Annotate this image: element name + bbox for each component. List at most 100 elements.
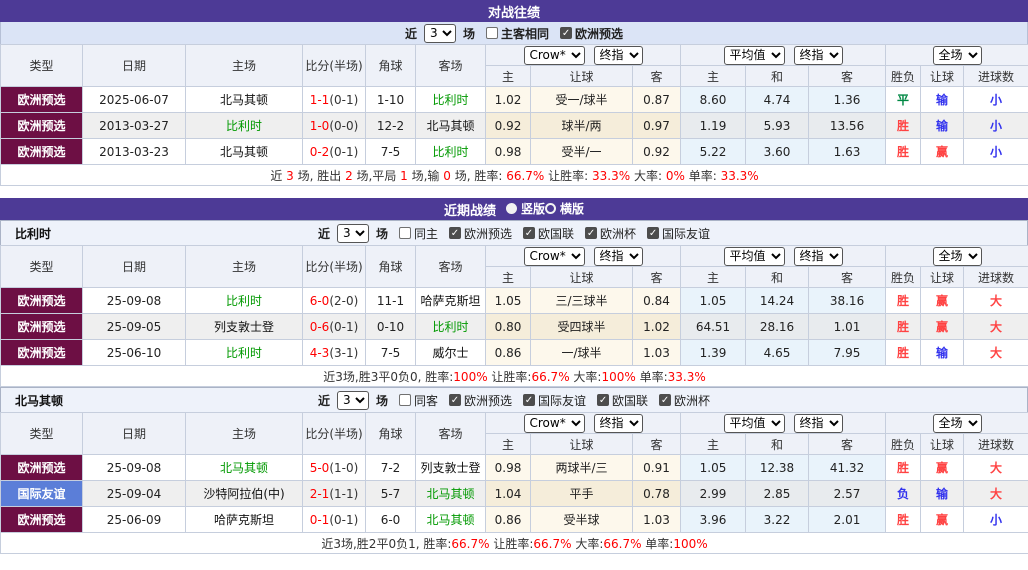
final-index-select-2[interactable]: 终指 — [793, 45, 843, 65]
col-date: 日期 — [82, 44, 186, 87]
half-time-score: (0-1) — [329, 144, 359, 159]
match-type-cell: 欧洲预选 — [0, 506, 83, 533]
corner-count-cell: 12-2 — [365, 112, 416, 139]
col-corner: 角球 — [365, 44, 416, 87]
filter-option-0[interactable]: 主客相同 — [486, 25, 549, 42]
checkbox-checked-icon[interactable]: ✓ — [448, 227, 461, 239]
average-select[interactable]: 平均值 — [723, 45, 785, 65]
filter-option-1[interactable]: ✓ 欧洲预选 — [560, 25, 623, 42]
corner-count-cell: 7-2 — [365, 454, 416, 481]
filter-option-0[interactable]: 同客 — [398, 392, 438, 409]
final-index-select-2[interactable]: 终指 — [793, 413, 843, 433]
checkbox-checked-icon[interactable]: ✓ — [523, 394, 535, 406]
average-select[interactable]: 平均值 — [723, 413, 785, 433]
col-result-handicap: 让球 — [920, 266, 965, 288]
col-crow-home: 主 — [485, 433, 531, 455]
summary-label: 近3场,胜2平0负1, 胜率: — [321, 536, 452, 551]
away-team-cell: 北马其顿 — [415, 480, 486, 507]
avg-draw-odds-cell: 3.22 — [745, 506, 810, 533]
score-cell: 4-3(3-1) — [302, 339, 366, 366]
avg-home-odds-cell: 1.05 — [680, 454, 747, 481]
checkbox-checked-icon[interactable]: ✓ — [659, 394, 672, 406]
filter-option-4[interactable]: ✓ 欧洲杯 — [659, 392, 710, 409]
checkbox-checked-icon[interactable]: ✓ — [560, 27, 573, 39]
checkbox-unchecked-icon[interactable] — [486, 27, 498, 39]
filter-near-label: 近 — [317, 226, 330, 241]
filter-option-0[interactable]: 同主 — [398, 225, 438, 242]
summary-label: 大率: — [569, 369, 602, 384]
average-select[interactable]: 平均值 — [723, 246, 785, 266]
checkbox-unchecked-icon[interactable] — [398, 394, 411, 406]
col-corner: 角球 — [365, 412, 416, 455]
home-team-cell: 北马其顿 — [185, 454, 303, 481]
full-time-score: 1-0 — [309, 118, 330, 133]
away-team-cell: 比利时 — [415, 86, 486, 113]
games-count-select[interactable]: 3 — [336, 390, 369, 410]
h2h-section: 对战往绩 近 3 场主客相同 ✓ 欧洲预选 类型 日期 主场 比分(半场) 角球 客场 … — [0, 0, 1028, 186]
layout-radio-option-0[interactable]: 竖版 — [505, 200, 545, 217]
col-result-goals: 进球数 — [963, 65, 1028, 87]
home-team-cell: 列支敦士登 — [185, 313, 303, 340]
filter-option-3[interactable]: ✓ 欧洲杯 — [585, 225, 636, 242]
result-handicap-cell: 输 — [920, 339, 965, 366]
crow-handicap-cell: 球半/两 — [530, 112, 633, 139]
match-date-cell: 25-09-08 — [82, 287, 186, 314]
games-count-select[interactable]: 3 — [423, 23, 456, 43]
odds-provider-select[interactable]: Crow* — [523, 413, 585, 433]
match-row: 欧洲预选 2013-03-23 北马其顿 0-2(0-1) 7-5 比利时 0.98 受半/一… — [0, 138, 1028, 165]
checkbox-checked-icon[interactable]: ✓ — [597, 394, 610, 406]
team-name: 北马其顿 — [15, 393, 64, 408]
summary-value: 66.7% — [603, 536, 642, 551]
col-crow-handicap: 让球 — [530, 266, 633, 288]
col-away: 客场 — [415, 44, 486, 87]
avg-draw-odds-cell: 2.85 — [745, 480, 810, 507]
checkbox-checked-icon[interactable]: ✓ — [523, 227, 535, 239]
away-team-cell: 北马其顿 — [415, 506, 486, 533]
checkbox-label: 欧洲预选 — [575, 26, 624, 41]
avg-away-odds-cell: 7.95 — [808, 339, 887, 366]
checkbox-checked-icon[interactable]: ✓ — [585, 227, 598, 239]
summary-value: 66.7% — [506, 168, 545, 183]
scope-group-header: 全场 — [885, 412, 1028, 434]
match-row: 欧洲预选 25-09-08 北马其顿 5-0(1-0) 7-2 列支敦士登 0.98 两球半/… — [0, 454, 1028, 481]
avg-away-odds-cell: 41.32 — [808, 454, 887, 481]
crow-away-odds-cell: 0.97 — [631, 112, 682, 139]
crow-home-odds-cell: 0.86 — [485, 506, 531, 533]
odds-provider-select[interactable]: Crow* — [523, 45, 585, 65]
radio-label: 横版 — [560, 202, 585, 216]
filter-option-3[interactable]: ✓ 欧国联 — [597, 392, 648, 409]
checkbox-checked-icon[interactable]: ✓ — [448, 394, 461, 406]
col-date: 日期 — [82, 245, 186, 288]
filter-option-2[interactable]: ✓ 欧国联 — [523, 225, 574, 242]
radio-selected-icon[interactable] — [505, 203, 517, 214]
result-outcome-cell: 胜 — [885, 287, 922, 314]
checkbox-checked-icon[interactable]: ✓ — [647, 227, 660, 239]
scope-select[interactable]: 全场 — [932, 413, 982, 433]
checkbox-unchecked-icon[interactable] — [398, 227, 411, 239]
odds-provider-select[interactable]: Crow* — [523, 246, 585, 266]
final-index-select-2[interactable]: 终指 — [793, 246, 843, 266]
col-avg-draw: 和 — [745, 65, 810, 87]
final-index-select[interactable]: 终指 — [593, 246, 643, 266]
filter-option-1[interactable]: ✓ 欧洲预选 — [448, 392, 512, 409]
result-goals-cell: 大 — [963, 313, 1028, 340]
avg-draw-odds-cell: 28.16 — [745, 313, 810, 340]
radio-unselected-icon[interactable] — [545, 203, 556, 214]
checkbox-label: 同主 — [413, 226, 438, 241]
final-index-select[interactable]: 终指 — [593, 45, 643, 65]
games-count-select[interactable]: 3 — [336, 223, 369, 243]
scope-select[interactable]: 全场 — [932, 45, 982, 65]
filter-option-4[interactable]: ✓ 国际友谊 — [647, 225, 710, 242]
final-index-select[interactable]: 终指 — [593, 413, 643, 433]
crow-away-odds-cell: 0.84 — [631, 287, 682, 314]
col-avg-home: 主 — [680, 65, 747, 87]
filter-option-1[interactable]: ✓ 欧洲预选 — [448, 225, 512, 242]
layout-radio-group: 竖版 横版 — [505, 200, 584, 218]
layout-radio-option-1[interactable]: 横版 — [545, 200, 584, 217]
away-team-cell: 比利时 — [415, 313, 486, 340]
crow-away-odds-cell: 0.91 — [631, 454, 682, 481]
scope-select[interactable]: 全场 — [932, 246, 982, 266]
corner-count-cell: 1-10 — [365, 86, 416, 113]
team-summary-row: 近3场,胜3平0负0, 胜率:100% 让胜率:66.7% 大率:100% 单率… — [0, 365, 1028, 387]
filter-option-2[interactable]: ✓ 国际友谊 — [523, 392, 586, 409]
